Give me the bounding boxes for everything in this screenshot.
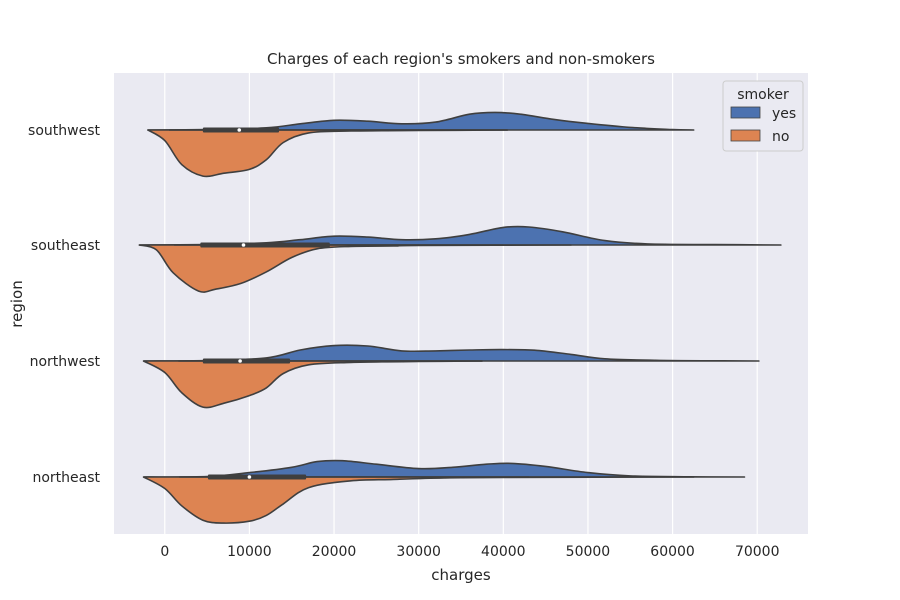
violin-yes-northeast xyxy=(142,459,746,478)
violin-yes-southwest xyxy=(147,111,695,131)
x-tick-label: 70000 xyxy=(735,544,780,560)
box-iqr-southeast xyxy=(200,242,330,248)
legend: smoker yes no xyxy=(722,80,804,152)
legend-title: smoker xyxy=(737,87,789,103)
y-tick-label: northeast xyxy=(32,470,100,486)
y-tick-label: southwest xyxy=(28,123,100,139)
x-tick-label: 60000 xyxy=(650,544,695,560)
legend-swatch-no xyxy=(730,129,761,142)
x-tick-label: 50000 xyxy=(566,544,611,560)
box-median-northwest xyxy=(238,359,242,363)
y-axis-title: region xyxy=(8,280,26,327)
box-median-southwest xyxy=(237,128,242,132)
y-tick-label: southeast xyxy=(31,238,101,254)
legend-label-no: no xyxy=(772,129,789,145)
violin-yes-southeast xyxy=(138,225,782,246)
x-tick-label: 20000 xyxy=(312,544,357,560)
box-median-southeast xyxy=(241,243,246,247)
box-iqr-northwest xyxy=(202,358,291,364)
box-iqr-northeast xyxy=(207,474,307,480)
box-median-northeast xyxy=(247,475,252,479)
legend-label-yes: yes xyxy=(772,106,796,122)
violin-yes-northwest xyxy=(142,344,760,362)
box-plots xyxy=(169,127,529,480)
violin-no-northwest xyxy=(142,360,483,409)
legend-swatch-yes xyxy=(730,106,761,119)
x-axis-title: charges xyxy=(431,566,491,584)
y-axis-ticks: southwest southeast northwest northeast xyxy=(28,123,100,486)
x-axis-ticks: 0 10000 20000 30000 40000 50000 60000 70000 xyxy=(160,544,779,560)
y-tick-label: northwest xyxy=(30,354,101,370)
x-tick-label: 40000 xyxy=(481,544,526,560)
violins xyxy=(138,111,782,524)
x-tick-label: 30000 xyxy=(396,544,441,560)
x-tick-label: 10000 xyxy=(227,544,272,560)
chart-title: Charges of each region's smokers and non… xyxy=(267,50,655,68)
x-tick-label: 0 xyxy=(160,544,169,560)
